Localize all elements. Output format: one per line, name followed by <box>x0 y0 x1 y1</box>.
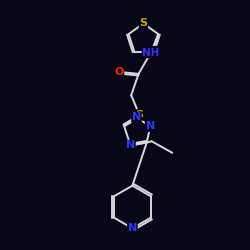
Text: N: N <box>146 122 155 132</box>
Text: NH: NH <box>142 48 160 58</box>
Text: N: N <box>126 140 135 150</box>
Text: S: S <box>136 110 143 120</box>
Text: O: O <box>114 67 124 77</box>
Text: S: S <box>140 18 147 28</box>
Text: N: N <box>148 46 157 56</box>
Text: N: N <box>132 112 141 122</box>
Text: N: N <box>128 223 137 233</box>
